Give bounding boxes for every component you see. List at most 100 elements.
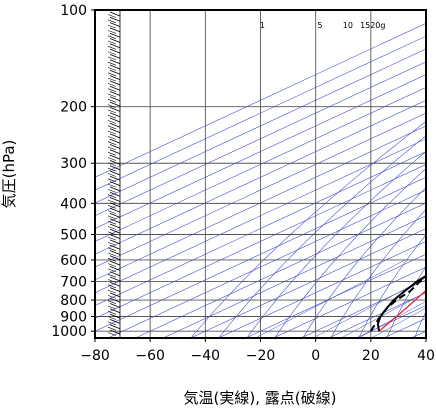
y-tick-label: 600 bbox=[60, 253, 87, 269]
wind-barb-flag bbox=[107, 93, 117, 98]
mixing-ratio-line bbox=[341, 291, 426, 338]
dry-adiabat-line bbox=[274, 168, 426, 338]
wind-barb bbox=[109, 255, 121, 261]
wind-barb-flag bbox=[107, 263, 117, 267]
wind-barb bbox=[109, 281, 121, 287]
isotherm-line bbox=[163, 215, 426, 338]
wind-barb bbox=[109, 197, 121, 202]
x-tick-label: −40 bbox=[191, 348, 221, 364]
wind-barb bbox=[109, 170, 121, 176]
wind-barb-flag bbox=[107, 194, 117, 198]
wind-barb bbox=[109, 144, 121, 149]
wind-barb-flag bbox=[107, 56, 117, 61]
wind-barb-flag bbox=[107, 279, 117, 283]
wind-barb-flag bbox=[107, 183, 117, 188]
mixing-ratio-label: 5 bbox=[317, 21, 322, 30]
wind-barb-flag bbox=[107, 141, 117, 145]
wind-barb-flag bbox=[107, 305, 117, 310]
x-tick-label: 40 bbox=[417, 348, 435, 364]
isotherm-line bbox=[95, 22, 426, 178]
wind-barb-flag bbox=[107, 273, 117, 278]
isotherm-line bbox=[95, 74, 426, 229]
wind-barb-flag bbox=[107, 88, 117, 92]
wind-barb bbox=[109, 297, 121, 303]
wind-barb bbox=[109, 128, 121, 133]
isotherm-line bbox=[107, 189, 426, 338]
wind-barb-flag bbox=[107, 162, 117, 167]
wind-barb bbox=[109, 181, 121, 186]
wind-barb bbox=[109, 69, 121, 75]
grid-lines bbox=[95, 10, 426, 338]
wind-barb-flag bbox=[107, 30, 117, 34]
wind-barb-flag bbox=[107, 295, 117, 299]
wind-barb bbox=[109, 112, 121, 118]
y-tick-label: 500 bbox=[60, 228, 87, 244]
y-tick-label: 700 bbox=[60, 274, 87, 290]
x-tick-label: −20 bbox=[246, 348, 276, 364]
temperature-profile-line bbox=[376, 274, 426, 332]
mixing-ratio-label: 20g bbox=[370, 21, 385, 30]
x-tick-label: −80 bbox=[80, 348, 110, 364]
wind-barb bbox=[109, 186, 121, 192]
isotherm-line bbox=[218, 241, 426, 338]
mixing-ratio-line bbox=[255, 259, 406, 338]
wind-barb bbox=[109, 133, 121, 139]
wind-barb bbox=[109, 91, 121, 96]
wind-barb-flag bbox=[107, 167, 117, 172]
isotherm-line bbox=[300, 279, 426, 338]
wind-barb bbox=[109, 59, 121, 65]
y-tick-label: 900 bbox=[60, 309, 87, 325]
wind-barb bbox=[109, 218, 121, 224]
isotherm-line bbox=[95, 87, 426, 242]
wind-barb-flag bbox=[107, 61, 117, 66]
wind-barb-flag bbox=[107, 231, 117, 236]
wind-barb-flag bbox=[107, 136, 117, 140]
wind-barb-flag bbox=[107, 268, 117, 273]
wind-barb bbox=[109, 107, 121, 112]
wind-barb bbox=[109, 64, 121, 70]
mixing-ratio-label: 1 bbox=[260, 21, 265, 30]
wind-barb bbox=[109, 266, 121, 271]
wind-barb bbox=[109, 96, 121, 102]
x-axis-title: 気温(実線), 露点(破線) bbox=[184, 389, 337, 407]
wind-barb bbox=[109, 329, 121, 335]
isotherm-line bbox=[95, 61, 426, 217]
y-tick-label: 1000 bbox=[51, 324, 87, 340]
isotherm-line bbox=[95, 176, 426, 332]
wind-barb-flag bbox=[107, 236, 117, 241]
wind-barb bbox=[109, 27, 121, 33]
isotherm-line bbox=[95, 138, 426, 294]
wind-barb bbox=[109, 292, 121, 298]
wind-barb-flag bbox=[107, 125, 117, 130]
isotherm-line bbox=[356, 305, 426, 338]
wind-barb bbox=[109, 11, 121, 17]
wind-barb-flag bbox=[107, 226, 117, 230]
wind-barb bbox=[109, 313, 121, 319]
wind-barb bbox=[109, 149, 121, 155]
wind-barb-flag bbox=[107, 152, 117, 156]
y-tick-label: 200 bbox=[60, 100, 87, 116]
wind-barb bbox=[109, 160, 121, 165]
wind-barb bbox=[109, 191, 121, 197]
wind-barb bbox=[109, 54, 121, 59]
wind-barbs bbox=[107, 10, 121, 338]
wind-barb bbox=[109, 271, 121, 277]
isotherm-line bbox=[95, 164, 426, 319]
wind-barb-flag bbox=[107, 99, 117, 103]
wind-barb-flag bbox=[107, 104, 117, 108]
wind-barb bbox=[109, 165, 121, 171]
wind-barb bbox=[109, 239, 121, 245]
dry-adiabat-line bbox=[190, 121, 426, 338]
dry-adiabat-line bbox=[302, 187, 426, 338]
wind-barb bbox=[109, 228, 121, 234]
wind-barb bbox=[109, 319, 121, 324]
wind-barb-flag bbox=[107, 67, 117, 71]
wind-barb-flag bbox=[107, 40, 117, 45]
wind-barb-flag bbox=[107, 146, 117, 151]
wind-barb bbox=[109, 80, 121, 86]
isotherm-line bbox=[95, 48, 426, 204]
wind-barb-flag bbox=[107, 120, 117, 124]
mixing-ratio-line bbox=[358, 301, 426, 338]
isotherm-line bbox=[95, 151, 426, 306]
isotherm-line bbox=[135, 202, 426, 338]
